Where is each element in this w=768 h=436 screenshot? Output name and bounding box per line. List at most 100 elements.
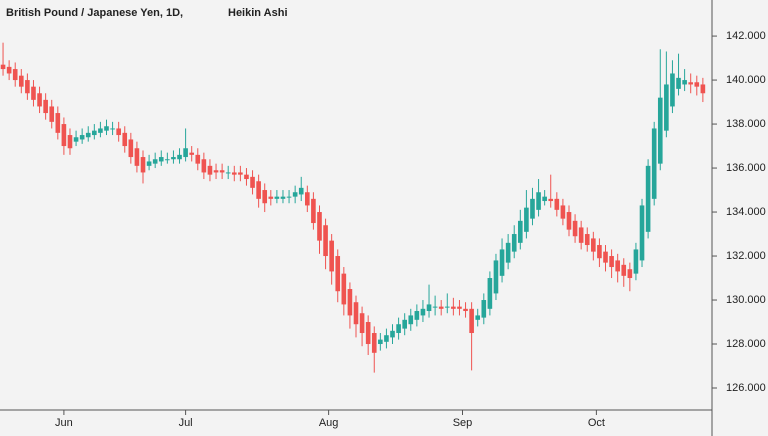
candle-body xyxy=(451,306,456,309)
candle-body xyxy=(128,139,134,158)
candle-body xyxy=(700,84,706,94)
candle-body xyxy=(219,170,225,173)
candle-body xyxy=(645,165,651,232)
candle-body xyxy=(317,212,322,241)
candle-body xyxy=(517,220,523,243)
candle-body xyxy=(92,130,97,136)
candle-body xyxy=(469,308,474,334)
candle-body xyxy=(402,319,407,329)
candle-body xyxy=(140,157,146,173)
candle-body xyxy=(420,308,426,316)
candle-body xyxy=(177,154,182,160)
candle-body xyxy=(487,278,493,309)
y-tick-label: 128.000 xyxy=(726,338,766,350)
candle-body xyxy=(396,324,401,334)
candle-body xyxy=(481,300,487,318)
candle-body xyxy=(499,249,505,276)
chart-title: British Pound / Japanese Yen, 1D, xyxy=(6,7,183,19)
candle-body xyxy=(560,205,566,219)
candle-body xyxy=(353,302,359,325)
x-tick-label: Aug xyxy=(319,417,339,429)
candle-body xyxy=(347,289,353,316)
candle-body xyxy=(12,69,18,81)
candle-body xyxy=(511,234,517,252)
candle-body xyxy=(414,311,420,320)
candle-body xyxy=(49,106,55,122)
candle-body xyxy=(426,304,432,312)
candle-body xyxy=(329,240,334,272)
candle-body xyxy=(305,192,310,206)
candle-body xyxy=(61,124,67,147)
candle-body xyxy=(171,157,176,160)
x-tick-label: Oct xyxy=(588,417,605,429)
candle-body xyxy=(457,306,462,309)
candle-body xyxy=(18,75,24,87)
candle-body xyxy=(256,181,261,199)
candle-body xyxy=(280,196,286,199)
candle-body xyxy=(371,333,377,353)
candle-body xyxy=(603,251,608,263)
candle-body xyxy=(493,260,499,294)
candle-body xyxy=(591,238,596,252)
candle-body xyxy=(213,170,219,173)
candle-body xyxy=(432,306,438,308)
candle-body xyxy=(688,82,694,85)
candle-body xyxy=(505,242,511,263)
candle-body xyxy=(274,196,280,199)
candle-body xyxy=(311,198,316,224)
candle-body xyxy=(536,192,541,210)
y-tick-label: 134.000 xyxy=(726,206,766,218)
candle-body xyxy=(31,86,36,100)
candle-body xyxy=(37,93,42,107)
candle-body xyxy=(0,64,6,70)
candle-body xyxy=(98,128,103,133)
candle-body xyxy=(183,148,188,158)
candle-body xyxy=(110,128,115,130)
candle-body xyxy=(201,159,207,173)
candle-body xyxy=(408,315,414,325)
candle-body xyxy=(694,82,700,87)
candle-body xyxy=(292,192,298,197)
chart-subtitle: Heikin Ashi xyxy=(228,7,288,19)
candle-body xyxy=(55,113,61,133)
candle-body xyxy=(134,148,140,166)
candle-body xyxy=(79,135,85,140)
candle-body xyxy=(463,308,468,312)
candle-body xyxy=(25,80,30,94)
candle-body xyxy=(609,256,614,268)
candle-body xyxy=(572,220,578,237)
candle-body xyxy=(554,198,560,210)
candle-body xyxy=(682,80,687,85)
candle-body xyxy=(639,205,645,261)
candle-body xyxy=(633,249,639,274)
y-tick-label: 132.000 xyxy=(726,250,766,262)
y-tick-label: 126.000 xyxy=(726,382,766,394)
candle-body xyxy=(298,187,304,195)
candle-body xyxy=(250,176,255,188)
y-tick-label: 142.000 xyxy=(726,30,766,42)
candle-body xyxy=(116,128,121,136)
y-tick-label: 130.000 xyxy=(726,294,766,306)
candle-body xyxy=(584,234,590,246)
candle-body xyxy=(444,306,450,308)
candle-body xyxy=(542,196,547,202)
candle-body xyxy=(384,335,389,342)
candle-body xyxy=(651,128,657,199)
candle-body xyxy=(225,172,231,174)
y-tick-label: 140.000 xyxy=(726,74,766,86)
candle-body xyxy=(548,198,554,202)
y-tick-label: 136.000 xyxy=(726,162,766,174)
candle-body xyxy=(244,174,249,180)
candle-body xyxy=(67,135,73,149)
candle-body xyxy=(335,256,341,292)
candle-body xyxy=(286,196,292,198)
candle-body xyxy=(85,132,91,138)
candle-body xyxy=(597,245,602,259)
x-tick-label: Sep xyxy=(453,417,473,429)
candle-body xyxy=(566,212,572,230)
candle-body xyxy=(365,322,371,345)
candle-body xyxy=(238,172,243,175)
